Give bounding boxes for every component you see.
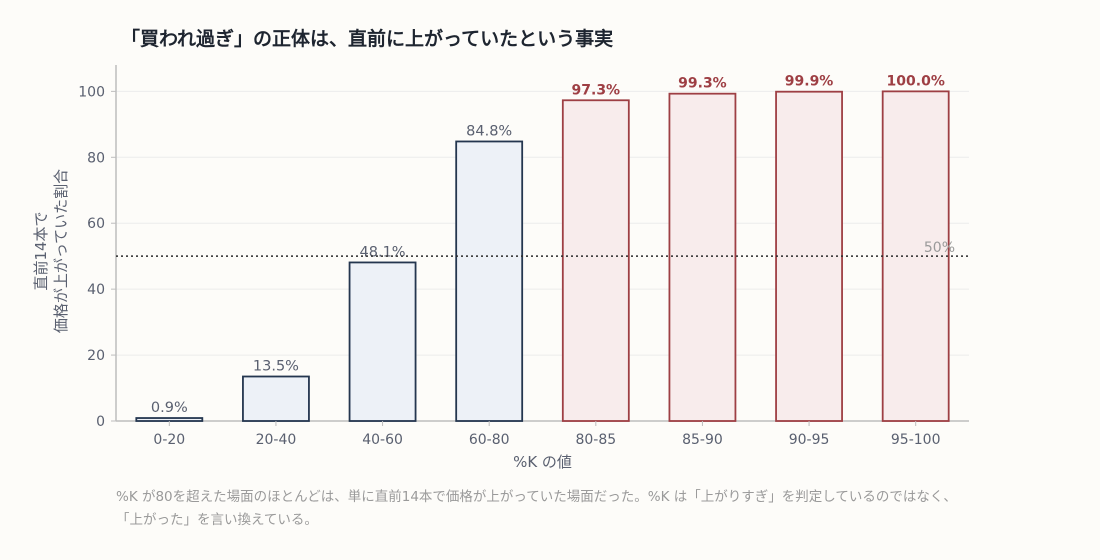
chart-title: 「買われ過ぎ」の正体は、直前に上がっていたという事実 xyxy=(121,28,614,50)
bar-80-85 xyxy=(561,99,630,422)
x-tick-label: 40-60 xyxy=(362,432,403,448)
bar-value-label: 99.9% xyxy=(785,74,834,90)
x-tick-label: 95-100 xyxy=(891,432,941,448)
bar-value-label: 84.8% xyxy=(466,123,512,139)
bar-40-60 xyxy=(348,261,417,422)
bar-value-label: 99.3% xyxy=(678,76,727,92)
x-tick-label: 90-95 xyxy=(789,432,830,448)
bar-20-40 xyxy=(242,375,310,422)
x-tick-label: 85-90 xyxy=(682,432,723,448)
bar-85-90 xyxy=(668,92,737,422)
bar-value-label: 100.0% xyxy=(887,73,945,89)
bar-value-label: 13.5% xyxy=(253,359,299,375)
bar-value-label: 0.9% xyxy=(151,400,188,416)
bar-0-20 xyxy=(135,417,204,422)
caption-line-1: %K が80を超えた場面のほとんどは、単に直前14本で価格が上がっていた場面だっ… xyxy=(116,489,957,505)
y-axis-label-line2: 価格が上がっていた割合 xyxy=(52,169,70,333)
y-tick-label: 40 xyxy=(87,282,105,298)
x-tick-label: 20-40 xyxy=(256,432,297,448)
x-tick-label: 60-80 xyxy=(469,432,510,448)
y-tick-label: 80 xyxy=(87,150,105,166)
reference-line-label: 50% xyxy=(924,240,955,256)
x-tick-label: 0-20 xyxy=(153,432,185,448)
caption-line-2: 「上がった」を言い換えている。 xyxy=(116,512,318,528)
bar-60-80 xyxy=(455,140,524,422)
x-tick-label: 80-85 xyxy=(575,432,616,448)
bar-value-label: 97.3% xyxy=(572,82,621,98)
y-tick-label: 60 xyxy=(87,216,105,232)
chart-caption: %K が80を超えた場面のほとんどは、単に直前14本で価格が上がっていた場面だっ… xyxy=(116,486,1086,532)
y-axis-label-line1: 直前14本で xyxy=(32,211,50,290)
y-tick-label: 100 xyxy=(78,84,105,100)
y-tick-label: 0 xyxy=(96,414,105,430)
x-axis-label: %K の値 xyxy=(513,453,572,471)
y-tick-label: 20 xyxy=(87,348,105,364)
bar-value-label: 48.1% xyxy=(360,244,406,260)
